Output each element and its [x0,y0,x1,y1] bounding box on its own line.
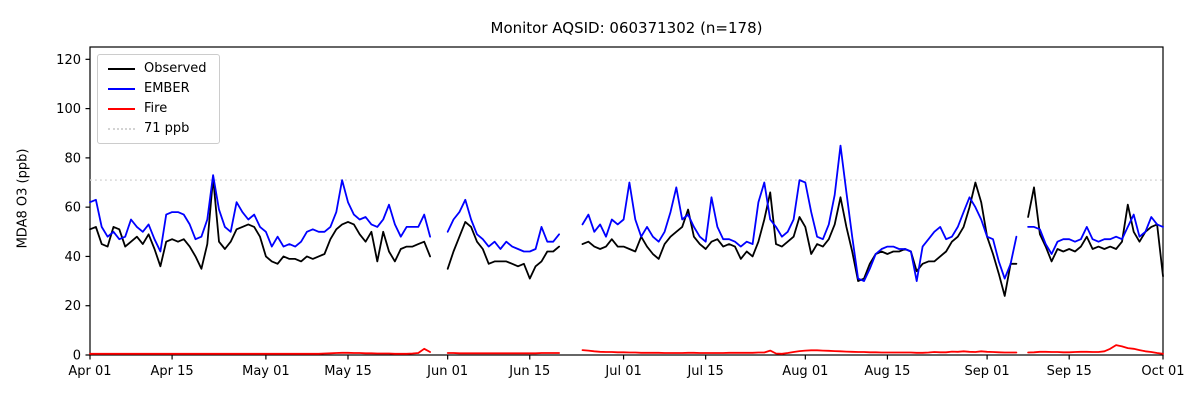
x-tick-label: May 01 [242,364,290,379]
x-tick-label: Apr 01 [68,364,111,379]
legend-label: EMBER [144,81,190,96]
x-tick-label: Jul 01 [604,364,641,379]
legend-label: 71 ppb [144,121,190,136]
y-tick-label: 40 [64,250,81,265]
fire-line [581,349,1018,355]
legend-label: Fire [144,101,168,116]
legend-label: Observed [144,61,207,76]
x-tick-label: Aug 15 [864,364,910,379]
y-tick-label: 60 [64,201,81,216]
x-tick-label: Apr 15 [151,364,194,379]
x-tick-label: Sep 15 [1047,364,1092,379]
legend-item-observed: Observed [108,62,207,76]
observed-line [89,176,432,270]
x-tick-label: Jun 15 [508,364,550,379]
legend-line-sample [108,88,135,90]
x-tick-label: Aug 01 [782,364,828,379]
chart-title: Monitor AQSID: 060371302 (n=178) [490,19,763,37]
ember-line [446,198,560,253]
legend-line-sample [108,108,135,110]
y-tick-label: 20 [64,299,81,314]
y-tick-label: 100 [56,102,81,117]
legend-item-ember: EMBER [108,82,207,96]
legend-line-sample [108,128,135,130]
legend-item-71-ppb: 71 ppb [108,122,207,136]
legend-line-sample [108,68,135,70]
x-tick-label: Jul 15 [686,364,723,379]
y-tick-label: 0 [73,349,81,364]
y-tick-label: 120 [56,53,81,68]
legend-item-fire: Fire [108,102,207,116]
x-tick-label: Sep 01 [965,364,1010,379]
ember-line [1027,213,1164,255]
y-tick-label: 80 [64,151,81,166]
observed-line [581,181,1018,297]
x-tick-label: Oct 01 [1141,364,1184,379]
x-tick-label: Jun 01 [426,364,468,379]
observed-line [446,220,560,280]
fire-line [1027,344,1164,355]
observed-line [1027,186,1164,278]
ember-line [89,174,432,253]
x-tick-label: May 15 [324,364,372,379]
fire-line [89,347,432,355]
plot-border [89,46,1164,356]
ember-line [581,144,1018,283]
legend: Observed EMBER Fire 71 ppb [97,54,220,144]
